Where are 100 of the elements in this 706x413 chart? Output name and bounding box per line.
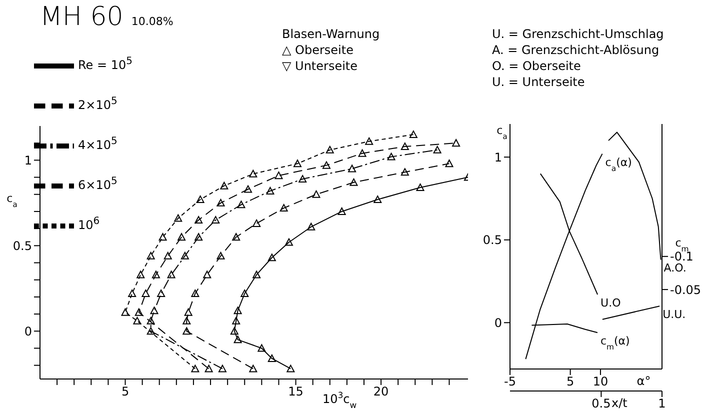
point [252, 270, 261, 278]
series-label: U.U. [662, 308, 686, 322]
point [252, 219, 261, 227]
point [150, 306, 158, 314]
text: △ Oberseite [282, 42, 354, 58]
point [167, 270, 176, 278]
point [234, 336, 242, 344]
point [178, 233, 186, 241]
point [358, 149, 366, 157]
point [146, 252, 155, 260]
text: ▽ Unterseite [282, 58, 359, 74]
point [416, 184, 424, 192]
point [234, 306, 242, 314]
point [232, 233, 240, 241]
point [312, 190, 320, 198]
text: A. = Grenzschicht-Ablösung [492, 42, 660, 58]
text: U. = Unterseite [492, 74, 586, 90]
point [194, 233, 203, 241]
x-axis-title: 10$^{3}$c$_{w}$ [322, 390, 357, 410]
point [338, 207, 346, 215]
point [191, 290, 200, 298]
series-label: c$_{a}$(α) [605, 156, 632, 172]
point [286, 364, 295, 372]
point [409, 130, 418, 138]
legend-label: 4×10$^{5}$ [78, 136, 118, 152]
point [164, 252, 172, 260]
point [157, 290, 166, 298]
point [452, 139, 460, 147]
point [400, 168, 409, 176]
text: Blasen-Warnung [282, 26, 380, 42]
point [220, 182, 228, 190]
point [128, 290, 136, 298]
point [182, 327, 191, 335]
y2-axis-title: c$_{m}$ [675, 236, 689, 253]
y-tick-label: 0 [494, 316, 502, 330]
point [142, 290, 150, 298]
point [307, 222, 316, 230]
point [348, 164, 356, 172]
x-tick-label: 5 [121, 384, 130, 399]
point [184, 308, 192, 316]
point [203, 270, 212, 278]
point [134, 308, 143, 316]
legend-label: 10$^{6}$ [78, 216, 100, 232]
point [121, 308, 130, 316]
line-series [525, 153, 603, 360]
point [237, 200, 246, 208]
point [136, 270, 145, 278]
point [174, 214, 182, 222]
y-tick-label: 0.5 [482, 233, 502, 248]
chart-title: MH 60 [40, 2, 124, 32]
point [216, 198, 225, 206]
point [268, 354, 276, 362]
point [133, 316, 142, 324]
point [204, 364, 213, 372]
point [374, 196, 382, 204]
point [258, 344, 266, 352]
x-tick-label: 15 [288, 384, 304, 399]
y2-tick-label: -0.05 [670, 282, 702, 297]
chart-subtitle: 10.08% [131, 15, 174, 28]
point [180, 252, 189, 260]
point [194, 216, 203, 224]
point [146, 327, 155, 335]
point [322, 161, 330, 169]
y-axis-title: c$_{a}$ [6, 192, 18, 208]
point [280, 204, 288, 212]
legend-label: 2×10$^{5}$ [78, 96, 118, 112]
point [387, 152, 396, 160]
y-tick-label: 1 [494, 150, 502, 164]
x2-tick-label: 1 [658, 396, 666, 411]
x-tick-label: 5 [566, 374, 574, 389]
text: U. = Grenzschicht-Umschlag [492, 26, 664, 42]
y-tick-label: 1 [24, 153, 32, 168]
y-tick-label: 0 [24, 324, 32, 338]
series-label: U.O [600, 296, 622, 310]
point [152, 270, 160, 278]
point [196, 196, 204, 204]
point [158, 233, 167, 241]
point [249, 170, 258, 178]
point [400, 142, 409, 150]
series-label: A.O. [664, 262, 686, 275]
point [212, 216, 220, 224]
point [240, 290, 249, 298]
y-tick-label: 0.5 [12, 238, 32, 253]
x2-axis-title: x/t [612, 396, 628, 410]
x-tick-label: 10 [592, 374, 608, 389]
text: O. = Oberseite [492, 58, 582, 74]
point [191, 364, 200, 372]
x-tick-label: -5 [504, 374, 516, 389]
legend-label: Re = 10$^{5}$ [78, 56, 133, 72]
point [266, 186, 274, 194]
point [244, 185, 252, 193]
point [350, 178, 358, 186]
point [298, 174, 307, 182]
point [268, 254, 276, 262]
point [293, 160, 302, 168]
line-series [531, 323, 598, 334]
point [216, 252, 225, 260]
point [230, 327, 238, 335]
x2-tick-label: 0.5 [592, 396, 611, 411]
x-axis-title: α° [636, 374, 651, 388]
